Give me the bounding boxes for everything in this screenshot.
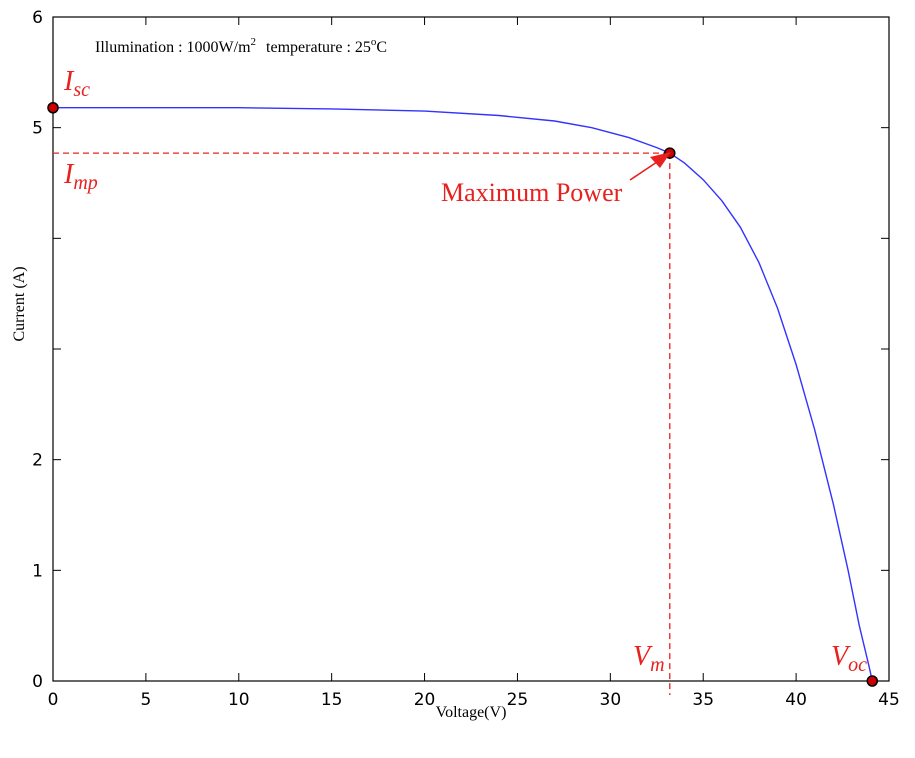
vm-label-main: V (633, 641, 653, 672)
x-tick-label: 45 (878, 690, 900, 710)
x-tick-label: 0 (48, 690, 59, 710)
y-tick-label: 5 (32, 119, 43, 139)
voc-label-sub: oc (848, 654, 867, 676)
temperature-text: temperature : 25 (266, 39, 371, 56)
y-tick-label: 6 (32, 8, 43, 28)
illumination-text: Illumination : 1000W/m (95, 39, 251, 56)
isc-label-main: I (63, 66, 75, 97)
point-marker-isc (47, 101, 59, 114)
max-power-arrow-shaft (629, 159, 661, 181)
axis-ticks (52, 16, 890, 682)
imp-label: Imp (63, 159, 98, 194)
x-tick-label: 30 (600, 690, 622, 710)
voc-label: Voc (831, 641, 867, 676)
vm-label: Vm (633, 641, 665, 676)
plot-area (52, 16, 890, 682)
x-tick-label: 10 (228, 690, 250, 710)
max-power-label: Maximum Power (441, 178, 623, 207)
x-axis-title: Voltage(V) (436, 704, 507, 721)
voc-label-main: V (831, 641, 851, 672)
y-axis-title: Current (A) (11, 266, 28, 341)
x-tick-label: 5 (140, 690, 151, 710)
x-tick-label: 35 (692, 690, 714, 710)
degree-sup: o (371, 36, 377, 48)
vm-label-sub: m (650, 654, 664, 676)
isc-label: Isc (63, 66, 90, 101)
conditions-text: Illumination : 1000W/m2 temperature : 25o… (95, 36, 387, 56)
temperature-unit: C (376, 39, 387, 56)
y-tick-label: 2 (32, 451, 43, 471)
illumination-sup: 2 (251, 36, 257, 48)
x-tick-label: 15 (321, 690, 343, 710)
iv-curve-line (53, 107, 873, 682)
imp-label-sub: mp (73, 172, 97, 194)
x-tick-label: 25 (507, 690, 529, 710)
y-tick-label: 1 (32, 561, 43, 581)
x-tick-label: 40 (785, 690, 807, 710)
y-tick-label: 0 (32, 672, 43, 692)
x-tick-label: 20 (414, 690, 436, 710)
isc-label-sub: sc (73, 79, 90, 101)
imp-label-main: I (63, 159, 75, 190)
point-marker-voc (866, 675, 879, 687)
max-power-arrow-head (650, 152, 671, 168)
